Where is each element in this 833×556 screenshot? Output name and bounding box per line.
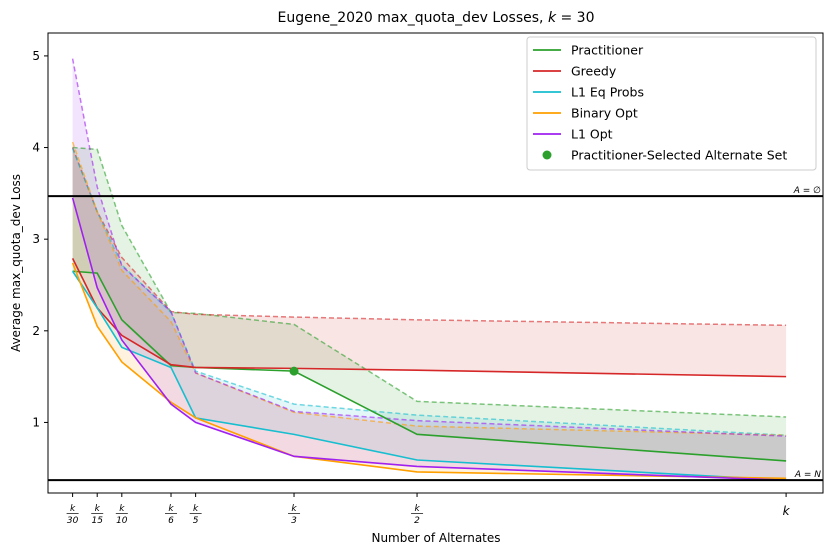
legend-label-l1-eq-probs: L1 Eq Probs bbox=[571, 85, 644, 100]
practitioner-band bbox=[72, 147, 787, 461]
y-tick-label: 4 bbox=[32, 141, 40, 155]
x-tick-label-numerator: k bbox=[119, 504, 125, 514]
legend-frame bbox=[526, 36, 817, 171]
y-tick-label: 2 bbox=[32, 324, 40, 338]
x-axis-label: Number of Alternates bbox=[371, 531, 500, 545]
y-axis-label: Average max_quota_dev Loss bbox=[9, 174, 23, 352]
reference-line-label: A = N bbox=[794, 470, 821, 480]
x-tick-label-denominator: 30 bbox=[67, 516, 79, 526]
l1-eq-probs-band bbox=[72, 148, 787, 481]
x-tick-label-numerator: k bbox=[168, 504, 174, 514]
legend-label-binary-opt: Binary Opt bbox=[571, 106, 638, 121]
reference-line-label: A = ∅ bbox=[793, 186, 821, 196]
x-tick-label-denominator: 10 bbox=[116, 516, 128, 526]
x-tick-label-numerator: k bbox=[95, 504, 101, 514]
plot-frame bbox=[47, 32, 824, 494]
x-tick-label-denominator: 15 bbox=[91, 516, 103, 526]
practitioner-selected-point bbox=[289, 366, 299, 376]
x-tick-label: k bbox=[783, 504, 791, 518]
x-tick-label-denominator: 6 bbox=[168, 516, 174, 526]
legend-label-l1-opt: L1 Opt bbox=[571, 127, 613, 142]
greedy-line bbox=[71, 258, 787, 378]
legend: Practitioner Greedy L1 Eq Probs Binary Opt L… bbox=[526, 36, 817, 171]
l1-opt-upper-line bbox=[71, 58, 787, 437]
binary-opt-band bbox=[72, 142, 787, 479]
l1-eq-probs-line bbox=[71, 270, 787, 481]
x-tick-label-denominator: 3 bbox=[291, 516, 297, 526]
y-tick-label: 5 bbox=[32, 49, 40, 63]
y-tick-label: 3 bbox=[32, 232, 40, 246]
axis-ticks: 1 2 3 4 5 k 30 k 15 k 10 k 6 k 5 k 3 k 2 k bbox=[32, 49, 790, 526]
x-tick-label-numerator: k bbox=[70, 504, 76, 514]
x-tick-label-numerator: k bbox=[414, 504, 420, 514]
legend-label-practitioner: Practitioner bbox=[571, 43, 644, 58]
legend-label-greedy: Greedy bbox=[571, 64, 617, 79]
greedy-upper-line bbox=[71, 147, 787, 327]
x-tick-label-denominator: 2 bbox=[414, 516, 420, 526]
binary-opt-line bbox=[71, 262, 787, 480]
practitioner-upper-line bbox=[72, 146, 787, 418]
x-tick-label-numerator: k bbox=[291, 504, 297, 514]
chart-title: Eugene_2020 max_quota_dev Losses, k = 30 bbox=[278, 10, 595, 26]
plot-area: A = ∅ A = N bbox=[48, 58, 823, 482]
l1-opt-band bbox=[72, 58, 787, 481]
l1-opt-line bbox=[71, 197, 787, 481]
y-tick-label: 1 bbox=[32, 415, 40, 429]
legend-swatch-practitioner-selected-alternate-set bbox=[542, 150, 552, 160]
legend-label-practitioner-selected-alternate-set: Practitioner-Selected Alternate Set bbox=[571, 148, 787, 163]
x-tick-label-numerator: k bbox=[193, 504, 199, 514]
x-tick-label-denominator: 5 bbox=[193, 516, 199, 526]
